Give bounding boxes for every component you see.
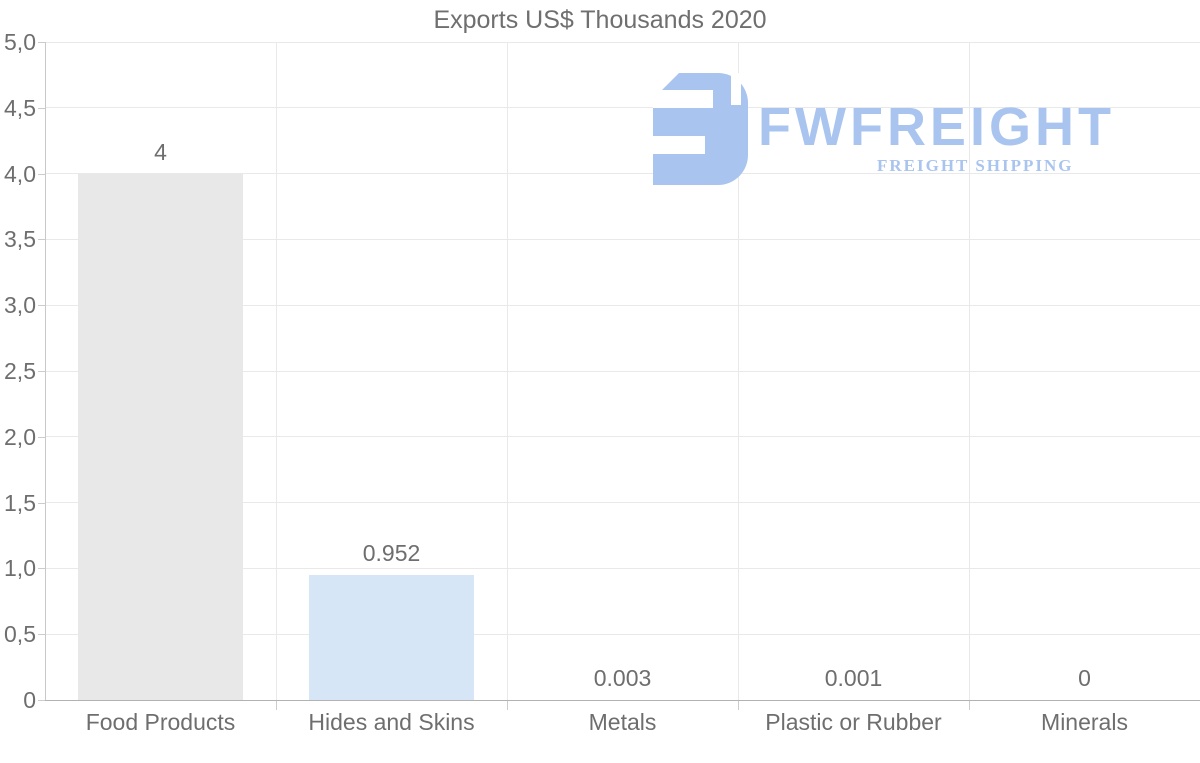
- v-gridline: [506, 42, 508, 700]
- y-axis-tick-label: 1,5: [4, 489, 36, 516]
- x-axis-tick: [737, 700, 739, 710]
- y-axis-tick-label: 2,5: [4, 358, 36, 384]
- bar-value-label: 4: [154, 138, 167, 165]
- brand-watermark: FWFREIGHT FREIGHT SHIPPING: [653, 73, 1158, 185]
- h-gridline: [45, 370, 1200, 372]
- brand-tagline: FREIGHT SHIPPING: [877, 156, 1074, 175]
- y-axis-tick: [38, 568, 45, 570]
- h-gridline: [45, 41, 1200, 43]
- bar-value-label: 0: [1078, 665, 1091, 691]
- h-gridline: [45, 107, 1200, 109]
- bar-food-products: [78, 173, 243, 700]
- h-gridline: [45, 633, 1200, 635]
- h-gridline: [45, 173, 1200, 175]
- logo-slit: [731, 73, 741, 105]
- brand-name: FWFREIGHT: [758, 97, 1115, 157]
- h-gridline: [45, 567, 1200, 569]
- x-axis-line: [45, 700, 1200, 701]
- h-gridline: [45, 436, 1200, 438]
- fwfreight-logo-icon: [653, 73, 748, 185]
- x-axis-tick: [275, 700, 277, 710]
- h-gridline: [45, 502, 1200, 504]
- category-label: Minerals: [1041, 709, 1128, 735]
- h-gridline: [45, 304, 1200, 306]
- y-axis-tick: [38, 436, 45, 438]
- bar-value-label: 0.003: [593, 665, 652, 691]
- bar-value-label: 0.001: [824, 665, 883, 691]
- y-axis-tick: [38, 305, 45, 307]
- y-axis-tick-label: 4,0: [4, 160, 36, 187]
- category-label: Plastic or Rubber: [765, 709, 942, 735]
- v-gridline: [968, 42, 970, 700]
- bar-value-label: 0.952: [362, 539, 421, 566]
- x-axis-tick: [968, 700, 970, 710]
- category-label: Food Products: [85, 709, 236, 735]
- y-axis-tick-label: 2,0: [4, 423, 36, 450]
- y-axis-tick-label: 5,0: [4, 29, 36, 55]
- y-axis-tick: [38, 239, 45, 241]
- y-axis-tick: [38, 634, 45, 636]
- y-axis-tick: [38, 502, 45, 504]
- v-gridline: [737, 42, 739, 700]
- bar-hides-and-skins: [309, 574, 474, 700]
- h-gridline: [45, 238, 1200, 240]
- y-axis-tick-label: 4,5: [4, 94, 36, 121]
- y-axis-tick-label: 0: [23, 687, 36, 713]
- y-axis-tick: [38, 173, 45, 175]
- y-axis-tick-label: 1,0: [4, 555, 36, 582]
- category-label: Hides and Skins: [308, 709, 475, 735]
- v-gridline: [275, 42, 277, 700]
- category-label: Metals: [588, 709, 657, 735]
- y-axis-tick-label: 3,0: [4, 292, 36, 319]
- y-axis-tick: [38, 371, 45, 372]
- y-axis-line: [45, 42, 46, 700]
- logo-notch-top: [653, 90, 713, 108]
- chart-title: Exports US$ Thousands 2020: [433, 6, 767, 34]
- y-axis-tick-label: 0,5: [4, 621, 36, 648]
- logo-notch-bottom: [653, 136, 705, 154]
- x-axis-tick: [506, 700, 508, 710]
- y-axis-tick: [38, 107, 45, 109]
- y-axis-tick: [38, 700, 45, 701]
- y-axis-tick: [38, 42, 45, 43]
- y-axis-tick-label: 3,5: [4, 226, 36, 253]
